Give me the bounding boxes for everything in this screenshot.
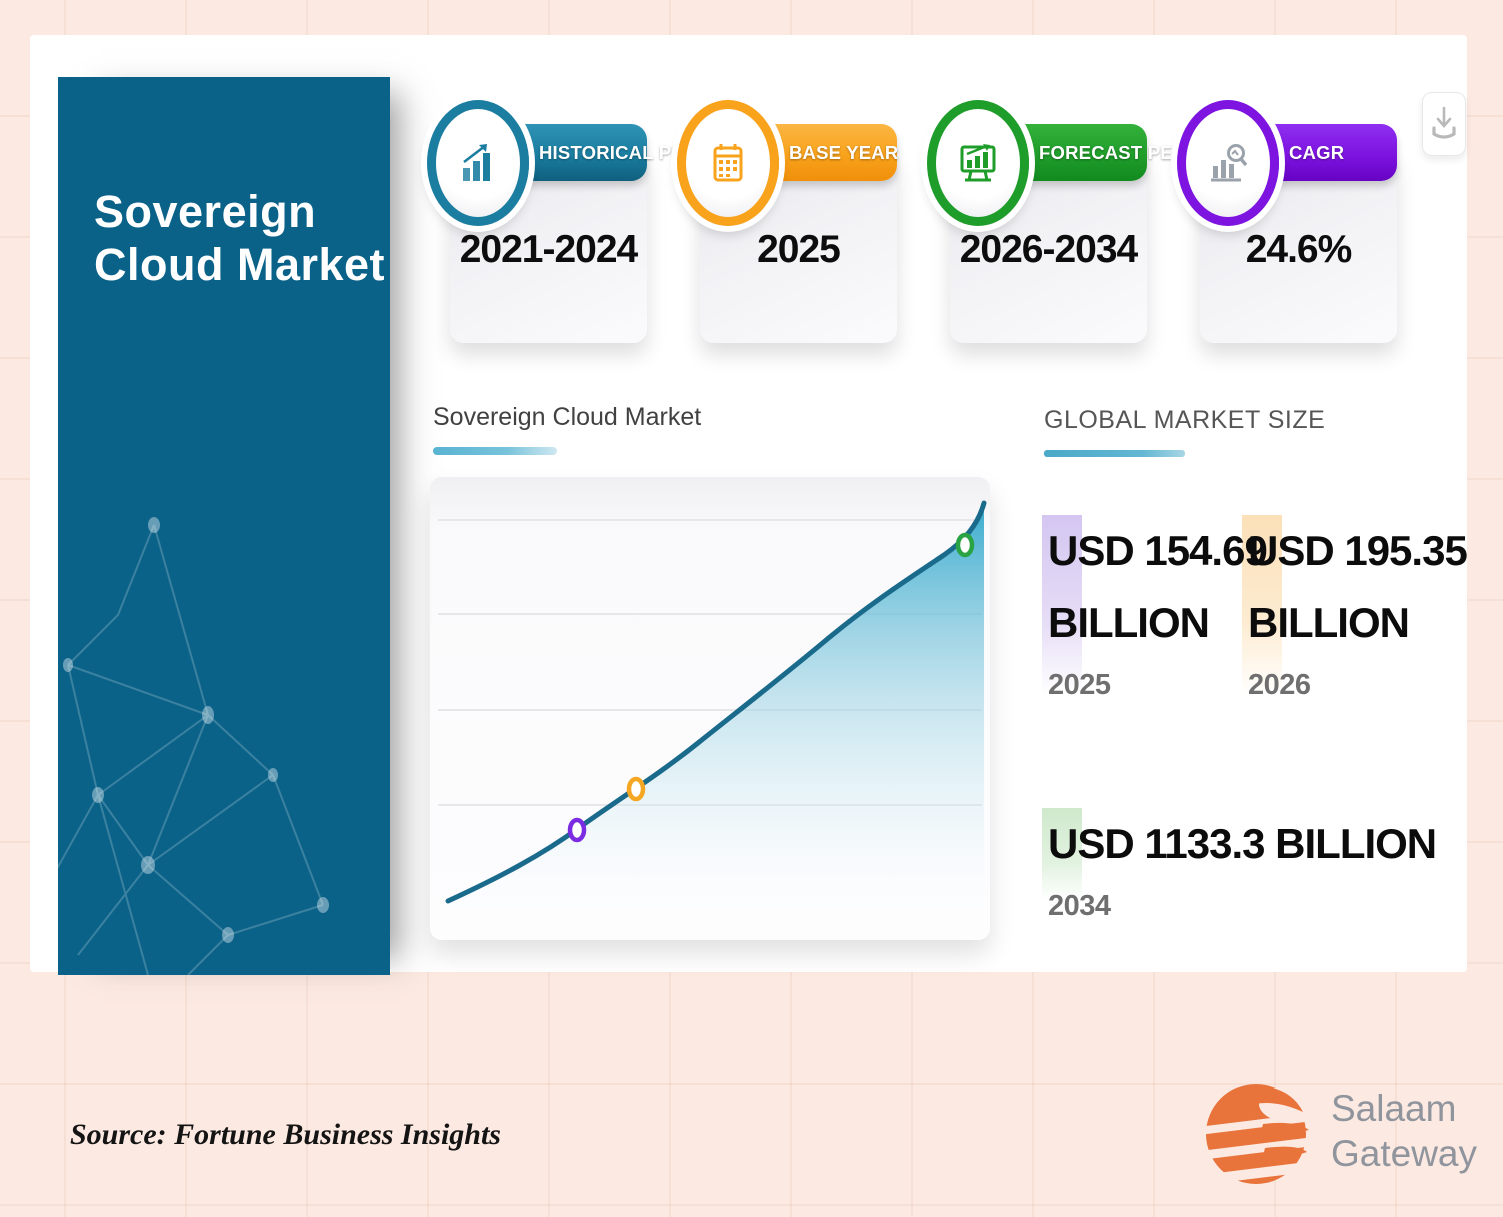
badge-historical-period: HISTORICAL PERIOD 2021-2024 bbox=[425, 98, 731, 350]
stat-value: USD 154.69 bbox=[1048, 527, 1268, 574]
badge-cagr: CAGR 24.6% bbox=[1175, 98, 1397, 350]
analytics-magnifier-icon bbox=[1211, 144, 1248, 182]
stat-accent-stripe bbox=[1242, 515, 1282, 695]
badge-label: BASE YEAR bbox=[789, 141, 899, 163]
global-market-size-heading: GLOBAL MARKET SIZE bbox=[1044, 406, 1326, 434]
source-note: Source: Fortune Business Insights bbox=[70, 1118, 501, 1151]
market-size-stat-2026: USD 195.35 BILLION 2026 bbox=[1242, 515, 1468, 702]
salaam-gateway-globe-icon bbox=[1203, 1084, 1313, 1186]
badge-icon-circle bbox=[427, 100, 529, 226]
badge-icon-circle bbox=[677, 100, 779, 226]
growth-area-chart bbox=[430, 477, 990, 940]
badge-value: 2021-2024 bbox=[459, 228, 639, 271]
stat-value: USD 1133.3 BILLION bbox=[1048, 820, 1437, 867]
chart-area-fill bbox=[448, 503, 984, 915]
download-button[interactable] bbox=[1422, 92, 1466, 156]
stat-year: 2025 bbox=[1048, 669, 1111, 701]
badge-icon-circle bbox=[1177, 100, 1279, 226]
marker-2034 bbox=[955, 532, 975, 558]
download-icon bbox=[1432, 106, 1456, 139]
market-size-stat-2025: USD 154.69 BILLION 2025 bbox=[1042, 515, 1268, 702]
forecast-chart-icon bbox=[960, 144, 996, 182]
logo-text: Salaam Gateway bbox=[1331, 1086, 1477, 1176]
stat-year: 2026 bbox=[1248, 669, 1311, 701]
marker-2025 bbox=[567, 817, 587, 843]
logo-line2: Gateway bbox=[1331, 1133, 1478, 1174]
global-market-size-underline bbox=[1044, 450, 1185, 457]
badge-value: 24.6% bbox=[1245, 228, 1353, 271]
market-size-stat-2034: USD 1133.3 BILLION 2034 bbox=[1042, 808, 1437, 923]
badge-forecast-period: FORECAST PERIOD 2026-2034 bbox=[925, 98, 1220, 350]
chart-line bbox=[445, 500, 987, 904]
badge-icon-circle bbox=[927, 100, 1029, 226]
badge-value: 2026-2034 bbox=[959, 228, 1139, 271]
stat-value-unit: BILLION bbox=[1048, 599, 1210, 646]
logo-line1: Salaam bbox=[1331, 1087, 1457, 1129]
stat-value: USD 195.35 bbox=[1248, 527, 1468, 574]
kpi-badges-row: HISTORICAL PERIOD 2021-2024 BASE YEAR bbox=[425, 98, 1397, 350]
chart-title-underline bbox=[433, 447, 557, 455]
stat-year: 2034 bbox=[1048, 890, 1111, 922]
chart-title: Sovereign Cloud Market bbox=[433, 403, 702, 431]
badge-label: CAGR bbox=[1289, 141, 1345, 163]
badge-value: 2025 bbox=[757, 228, 841, 271]
network-constellation-pattern bbox=[58, 517, 329, 975]
marker-2026 bbox=[626, 776, 646, 802]
area-chart-svg bbox=[438, 500, 987, 915]
bar-chart-growth-icon bbox=[463, 144, 490, 181]
calendar-icon bbox=[713, 144, 743, 182]
sidebar: Sovereign Cloud Market bbox=[58, 77, 390, 975]
page-title: Sovereign Cloud Market bbox=[94, 186, 386, 291]
stat-value-unit: BILLION bbox=[1248, 599, 1410, 646]
badge-label: FORECAST PERIOD bbox=[1039, 141, 1220, 163]
badge-base-year: BASE YEAR 2025 bbox=[675, 98, 899, 350]
salaam-gateway-logo: Salaam Gateway bbox=[1203, 1072, 1477, 1190]
stat-accent-stripe bbox=[1042, 808, 1082, 900]
stat-accent-stripe bbox=[1042, 515, 1082, 695]
